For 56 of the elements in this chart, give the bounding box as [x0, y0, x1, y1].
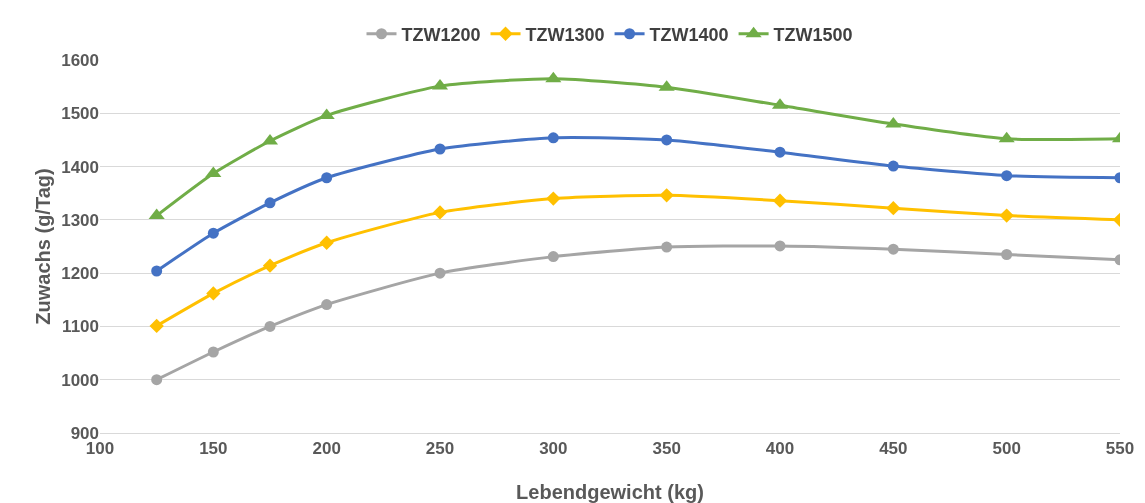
x-tick-label: 400 [765, 439, 795, 459]
y-tick-label: 1300 [61, 210, 99, 230]
point [207, 227, 219, 239]
x-tick-label: 150 [199, 439, 228, 459]
legend-label: TZW1500 [773, 24, 853, 45]
y-tick-label: 1100 [62, 317, 99, 337]
point [1001, 170, 1013, 182]
point [545, 71, 562, 83]
point [661, 241, 673, 253]
x-tick-label: 250 [425, 439, 455, 459]
x-tick-label: 200 [312, 439, 341, 459]
point [887, 243, 899, 255]
x-tick-label: 350 [652, 439, 681, 459]
legend-label: TZW1200 [401, 24, 481, 45]
point [321, 172, 333, 184]
point [774, 240, 786, 252]
point [149, 318, 164, 334]
legend-label: TZW1400 [649, 24, 729, 45]
point [998, 131, 1015, 143]
y-tick-label: 1500 [61, 104, 99, 124]
point [546, 191, 561, 206]
point [1001, 248, 1013, 260]
point [148, 208, 165, 220]
point [207, 346, 219, 358]
point [661, 134, 673, 146]
point [885, 116, 902, 128]
point [321, 299, 333, 311]
y-tick-label: 1600 [61, 50, 99, 70]
point [434, 267, 446, 279]
point [264, 197, 276, 209]
point [886, 200, 901, 216]
x-tick-label: 300 [539, 439, 568, 459]
x-tick-label: 550 [1105, 439, 1135, 459]
point [151, 374, 163, 386]
point [547, 132, 559, 144]
legend-label: TZW1300 [525, 24, 605, 45]
y-tick-label: 1400 [61, 157, 99, 177]
point [999, 208, 1014, 223]
point [262, 258, 278, 273]
x-tick-label: 500 [992, 439, 1021, 459]
point [774, 146, 786, 158]
point [887, 160, 899, 172]
x-axis-title: Lebendgewicht (kg) [516, 481, 704, 503]
point [547, 251, 559, 263]
point [659, 188, 674, 203]
point [206, 286, 221, 301]
point [319, 235, 334, 250]
point [264, 320, 276, 332]
y-tick-label: 1000 [61, 370, 99, 390]
x-tick-label: 450 [879, 439, 908, 459]
point [434, 143, 446, 155]
point [151, 265, 163, 277]
point [432, 205, 448, 220]
y-tick-label: 1200 [61, 264, 99, 284]
y-axis-title: Zuwachs (g/Tag) [32, 168, 54, 325]
point [772, 193, 788, 208]
